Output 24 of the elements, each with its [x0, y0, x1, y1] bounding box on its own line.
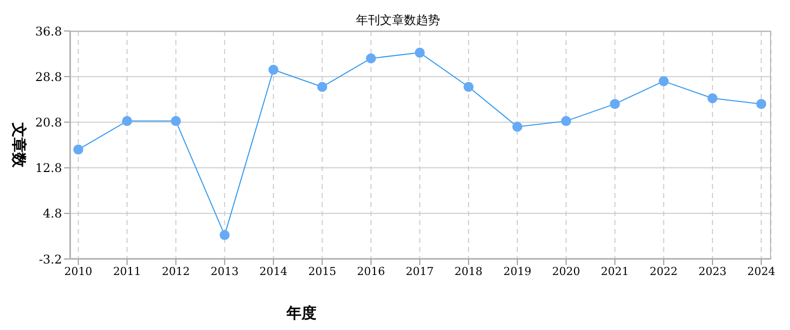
x-tick-label: 2010: [64, 264, 92, 278]
x-tick-label: 2021: [600, 264, 629, 278]
x-tick-label: 2016: [356, 264, 385, 278]
x-tick-label: 2018: [454, 264, 483, 278]
y-axis-title: 文章数: [10, 122, 28, 168]
y-tick-label: 28.8: [35, 70, 62, 84]
x-tick-label: 2015: [308, 264, 336, 278]
y-tick-label: 20.8: [35, 115, 62, 130]
x-tick-label: 2020: [552, 264, 580, 278]
x-tick-label: 2013: [210, 264, 239, 278]
x-tick-label: 2012: [162, 264, 190, 278]
y-tick-label: -3.2: [38, 252, 62, 266]
x-tick-label: 2011: [113, 264, 142, 278]
y-tick-label: 4.8: [42, 206, 62, 221]
x-tick-label: 2022: [650, 264, 678, 278]
x-tick-label: 2024: [747, 264, 776, 278]
chart-title: 年刊文章数趋势: [356, 13, 440, 27]
x-axis-title: 年度: [285, 304, 316, 322]
y-tick-label: 12.8: [35, 161, 62, 176]
x-tick-label: 2019: [503, 264, 532, 278]
x-tick-label: 2017: [406, 264, 434, 278]
y-tick-label: 36.8: [35, 24, 62, 38]
x-tick-label: 2014: [259, 264, 288, 278]
x-tick-label: 2023: [698, 264, 726, 278]
